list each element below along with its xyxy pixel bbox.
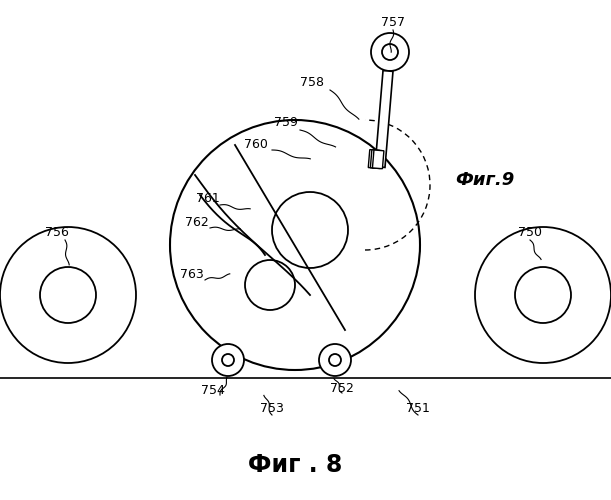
- Circle shape: [212, 344, 244, 376]
- Circle shape: [222, 354, 234, 366]
- Text: 752: 752: [330, 382, 354, 394]
- Circle shape: [475, 227, 611, 363]
- Circle shape: [272, 192, 348, 268]
- Polygon shape: [375, 70, 393, 168]
- Text: 751: 751: [406, 402, 430, 414]
- Circle shape: [319, 344, 351, 376]
- Text: 761: 761: [196, 192, 220, 204]
- Text: 753: 753: [260, 402, 284, 414]
- Text: 763: 763: [180, 268, 204, 281]
- Text: 759: 759: [274, 116, 298, 128]
- Text: Фиг.9: Фиг.9: [455, 171, 514, 189]
- Polygon shape: [368, 150, 379, 169]
- Circle shape: [40, 267, 96, 323]
- Circle shape: [329, 354, 341, 366]
- Text: 758: 758: [300, 76, 324, 88]
- Circle shape: [245, 260, 295, 310]
- Text: 757: 757: [381, 16, 405, 28]
- Text: 754: 754: [201, 384, 225, 396]
- Circle shape: [0, 227, 136, 363]
- Polygon shape: [370, 150, 382, 169]
- Text: 756: 756: [45, 226, 69, 238]
- Polygon shape: [373, 150, 384, 169]
- Circle shape: [382, 44, 398, 60]
- Circle shape: [371, 33, 409, 71]
- Text: 760: 760: [244, 138, 268, 151]
- Text: 750: 750: [518, 226, 542, 238]
- Text: Фиг . 8: Фиг . 8: [248, 453, 342, 477]
- Text: 762: 762: [185, 216, 209, 228]
- Circle shape: [515, 267, 571, 323]
- Circle shape: [170, 120, 420, 370]
